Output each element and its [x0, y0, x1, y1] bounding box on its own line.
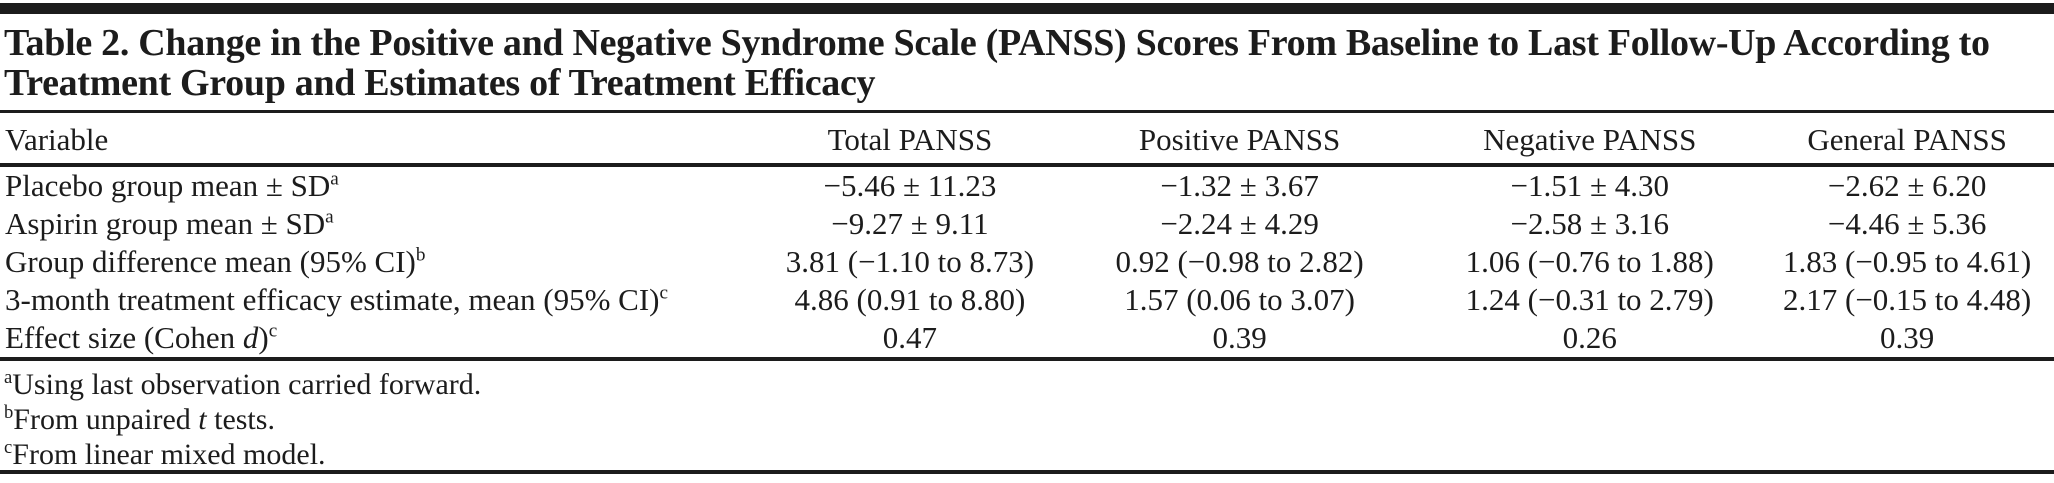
row-label-text: Placebo group mean ± SD: [5, 168, 331, 203]
table-cell: 0.39: [1212, 320, 1267, 355]
table-cell: 0.39: [1880, 320, 1935, 355]
footnote-a: aUsing last observation carried forward.: [4, 367, 2054, 402]
bottom-rule: [0, 470, 2054, 474]
table-cell: 1.57 (0.06 to 3.07): [1124, 282, 1355, 317]
table-cell: −2.58 ± 3.16: [1510, 206, 1670, 241]
table-cell: 1.06 (−0.76 to 1.88): [1465, 244, 1714, 279]
footnote-text: From unpaired: [13, 403, 199, 436]
row-label-placebo: Placebo group mean ± SDa: [0, 165, 760, 205]
table-cell: 2.17 (−0.15 to 4.48): [1783, 282, 2032, 317]
footnote-text: Using last observation carried forward.: [12, 368, 482, 401]
table-cell: 0.26: [1562, 320, 1617, 355]
column-header-variable: Variable: [5, 122, 109, 157]
table-cell: −5.46 ± 11.23: [823, 168, 997, 203]
column-header-positive-panss: Positive PANSS: [1138, 122, 1341, 157]
footnote-marker: c: [659, 282, 669, 304]
table-cell: 0.92 (−0.98 to 2.82): [1115, 244, 1364, 279]
table-cell: −1.51 ± 4.30: [1510, 168, 1670, 203]
table-row-group-difference: Group difference mean (95% CI)b 3.81 (−1…: [0, 243, 2054, 281]
table-cell: −1.32 ± 3.67: [1160, 168, 1319, 203]
column-header-total-panss: Total PANSS: [827, 122, 993, 157]
panss-table: Variable Total PANSS Positive PANSS Nega…: [0, 110, 2054, 361]
table-footnotes: aUsing last observation carried forward.…: [0, 361, 2054, 479]
footnote-text: tests.: [206, 403, 275, 436]
row-label-effect-size: Effect size (Cohen d)c: [0, 319, 760, 359]
row-label-text: 3-month treatment efficacy estimate, mea…: [5, 282, 660, 317]
table-row-placebo: Placebo group mean ± SDa −5.46 ± 11.23 −…: [0, 165, 2054, 205]
table-cell: 1.83 (−0.95 to 4.61): [1783, 244, 2032, 279]
row-label-text: ): [258, 320, 269, 355]
footnote-marker: a: [4, 367, 13, 388]
row-label-group-difference: Group difference mean (95% CI)b: [0, 243, 760, 281]
table-cell: −2.24 ± 4.29: [1160, 206, 1319, 241]
footnote-text: From linear mixed model.: [12, 438, 326, 471]
table-cell: 4.86 (0.91 to 8.80): [794, 282, 1026, 317]
table-cell: 0.47: [882, 320, 938, 355]
row-label-treatment-efficacy: 3-month treatment efficacy estimate, mea…: [0, 281, 760, 319]
footnote-marker: a: [330, 168, 339, 190]
table-row-aspirin: Aspirin group mean ± SDa −9.27 ± 9.11 −2…: [0, 205, 2054, 243]
footnote-marker: c: [268, 320, 278, 342]
table-row-effect-size: Effect size (Cohen d)c 0.47 0.39 0.26 0.…: [0, 319, 2054, 359]
table-cell: 1.24 (−0.31 to 2.79): [1465, 282, 1714, 317]
header-row: Variable Total PANSS Positive PANSS Nega…: [0, 112, 2054, 165]
row-label-text: Effect size (Cohen: [5, 320, 243, 355]
t-statistic-symbol: t: [198, 403, 207, 436]
table-cell: −4.46 ± 5.36: [1827, 206, 1987, 241]
footnote-c: cFrom linear mixed model.: [4, 437, 2054, 472]
footnote-b: bFrom unpaired t tests.: [4, 402, 2054, 437]
footnote-marker: b: [415, 244, 426, 266]
table-cell: −9.27 ± 9.11: [831, 206, 989, 241]
table-cell: −2.62 ± 6.20: [1827, 168, 1987, 203]
row-label-text: Group difference mean (95% CI): [5, 244, 416, 279]
table-body: Placebo group mean ± SDa −5.46 ± 11.23 −…: [0, 165, 2054, 359]
footnote-marker: a: [325, 206, 334, 228]
row-label-text: Aspirin group mean ± SD: [5, 206, 326, 241]
table-title: Table 2. Change in the Positive and Nega…: [4, 22, 1990, 104]
table-row-treatment-efficacy: 3-month treatment efficacy estimate, mea…: [0, 281, 2054, 319]
footnote-marker: b: [4, 402, 14, 423]
top-rule: [0, 3, 2054, 14]
column-header-general-panss: General PANSS: [1807, 122, 2007, 157]
row-label-aspirin: Aspirin group mean ± SDa: [0, 205, 760, 243]
cohen-d-symbol: d: [242, 320, 259, 355]
table-cell: 3.81 (−1.10 to 8.73): [785, 244, 1035, 279]
column-header-negative-panss: Negative PANSS: [1483, 122, 1697, 157]
table-header: Variable Total PANSS Positive PANSS Nega…: [0, 112, 2054, 165]
footnote-marker: c: [4, 437, 13, 458]
